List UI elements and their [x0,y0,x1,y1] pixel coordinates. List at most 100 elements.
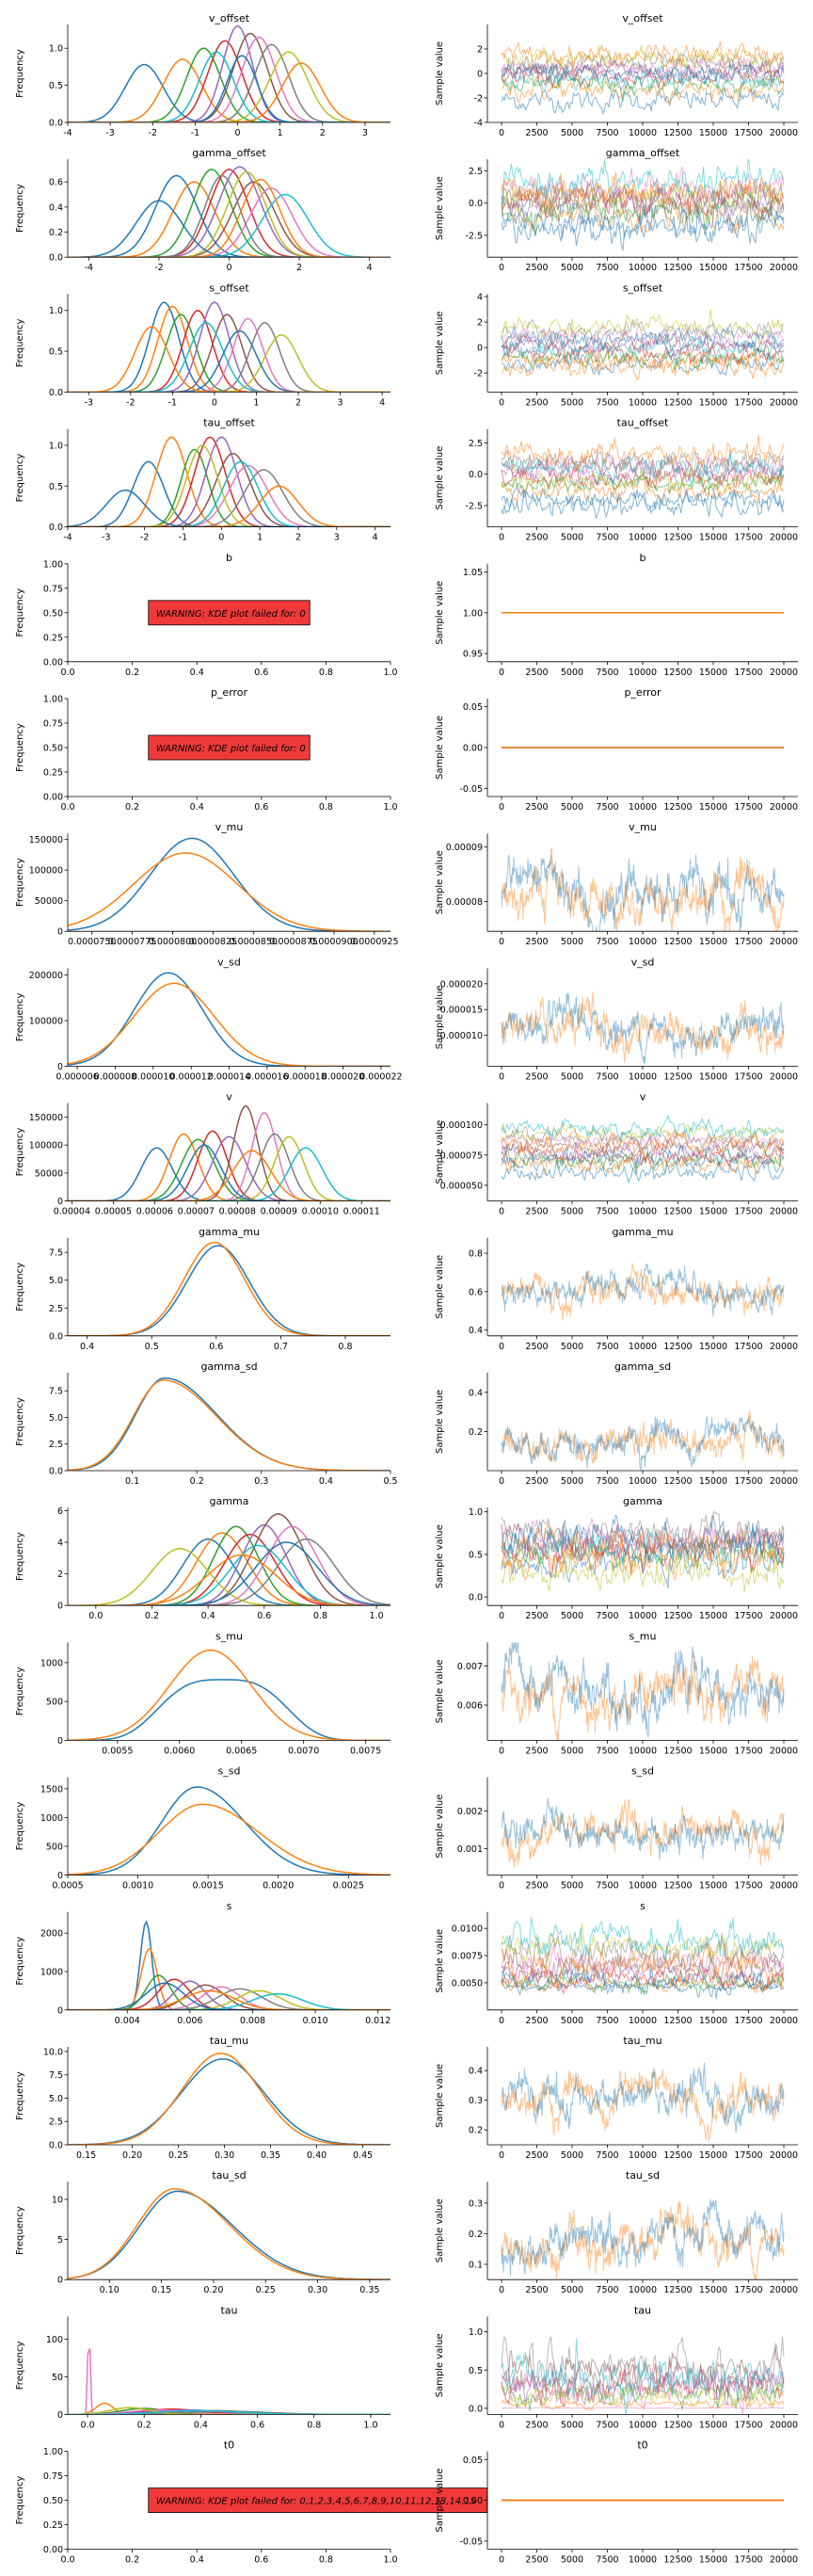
x-tick-label: 2500 [525,128,548,138]
y-tick-label: 0 [57,1197,63,1207]
y-tick-label: 0.0 [49,1467,63,1477]
trace-series-line [501,1114,785,1142]
y-tick-label: 0.2 [469,2230,483,2240]
x-tick-label: 15000 [699,802,727,813]
y-tick-label: 500 [46,1698,63,1708]
kde-series-line [68,2407,391,2415]
y-tick-label: 0.25 [43,768,63,779]
x-tick-label: 0 [235,128,241,138]
x-tick-label: 10000 [629,2285,657,2295]
trace-panel-p_error: p_error Sample value 0 2500 5000 7500 10000 125… [435,686,798,813]
x-tick-label: 0.6 [254,2555,268,2566]
x-tick-label: 0.00011 [343,1207,380,1217]
x-tick-label: 0.0005 [52,1881,83,1892]
x-tick-label: 0.6 [209,1342,223,1352]
panel-title: v_sd [217,956,241,968]
x-tick-label: 17500 [734,668,762,678]
y-tick-label: 2 [477,318,483,329]
y-tick-label: 0.00009 [446,843,483,853]
y-axis-label: Frequency [15,1128,25,1177]
x-tick-label: 0 [499,263,504,273]
y-tick-label: 150000 [29,835,63,845]
x-tick-label: 10000 [629,2420,657,2430]
trace-series-line [501,2360,785,2407]
x-tick-label: 0.8 [313,1611,327,1621]
panel-title: v_mu [215,821,244,833]
kde-series-line [68,193,391,258]
x-tick-label: 15000 [699,2555,727,2566]
panel-title: v_offset [622,12,663,24]
kde-series-line [68,1104,391,1201]
y-tick-label: 1.00 [463,608,483,619]
y-tick-label: 0.4 [49,202,63,213]
x-tick-label: 15000 [699,937,727,947]
plot-area [68,2188,391,2280]
y-tick-label: 1000 [40,1658,63,1668]
trace-series-line [501,178,785,212]
trace-panel-s: s Sample value 0 2500 5000 7500 10000 12500 1500… [435,1900,798,2026]
x-tick-label: 4 [367,263,373,273]
x-tick-label: 0.0000925 [350,937,398,947]
panel-title: gamma_sd [200,1360,257,1373]
trace-series-line [501,1535,785,1582]
x-tick-label: 0.6 [254,668,268,678]
y-tick-label: -2 [474,94,483,105]
x-tick-label: 7500 [596,2016,618,2026]
y-tick-label: 7.5 [49,1248,63,1259]
panel-title: p_error [211,686,248,699]
x-tick-label: 2500 [525,397,548,408]
x-tick-label: 10000 [629,1071,657,1082]
panel-title: tau [634,2304,651,2316]
x-tick-label: 0.8 [319,802,333,813]
trace-series-line [501,1538,785,1589]
kde-panel-tau: tau Frequency 0.0 0.2 0.4 0.6 0.8 1.0 0 50 100 [15,2304,391,2430]
y-tick-label: 1.00 [43,559,63,570]
panel-title: gamma_mu [612,1226,673,1238]
trace-series-line [501,326,785,354]
panel-title: t0 [637,2439,647,2452]
y-tick-label: 0.0 [49,119,63,129]
y-tick-label: 100000 [29,866,63,877]
x-tick-label: 10000 [629,1881,657,1892]
panel-title: gamma_mu [199,1226,260,1238]
y-tick-label: 0.2 [469,1427,483,1438]
y-tick-label: 0.4 [469,1388,483,1398]
x-tick-label: 0.0010 [122,1881,153,1892]
trace-series-line [501,44,785,71]
y-tick-label: 0.0 [49,1331,63,1342]
x-tick-label: 0.0065 [226,1746,257,1756]
panel-title: s_sd [631,1765,654,1778]
x-tick-label: 17500 [734,128,762,138]
y-axis-label: Frequency [15,1532,25,1581]
x-tick-label: 5000 [561,263,583,273]
kde-series-line [68,2188,391,2280]
x-tick-label: 0.0000850 [230,937,278,947]
x-tick-label: 0.0000750 [68,937,116,947]
plot-area [68,1241,391,1336]
x-tick-label: 2 [295,397,301,408]
x-tick-label: 0.15 [151,2285,171,2295]
plot-area [501,2198,785,2280]
x-tick-label: 0 [499,937,504,947]
y-tick-label: 0.007 [457,1662,483,1672]
x-tick-label: 0 [499,397,504,408]
x-tick-label: 20000 [770,263,798,273]
x-tick-label: 12500 [663,1207,692,1217]
x-tick-label: 15000 [699,263,727,273]
x-tick-label: 0.20 [203,2285,223,2295]
y-tick-label: 0.50 [43,744,63,754]
kde-series-line [68,1803,391,1876]
y-tick-label: 5.0 [49,1276,63,1286]
y-tick-label: -4 [474,119,483,129]
plot-area [68,166,391,258]
x-tick-label: 2500 [525,1881,548,1892]
y-tick-label: 0.0 [49,2141,63,2151]
y-tick-label: 0.001 [457,1844,483,1855]
x-tick-label: 2 [295,533,301,543]
kde-panel-tau_sd: tau_sd Frequency 0.10 0.15 0.20 0.25 0.30 0.35 0… [15,2169,391,2295]
kde-series-line [68,200,391,258]
kde-panel-v_sd: v_sdFrequency0.0000060.0000080.0000100.0… [15,956,403,1082]
kde-warning-box [148,2487,488,2514]
x-tick-label: 12500 [663,263,692,273]
y-tick-label: 0.002 [457,1807,483,1817]
